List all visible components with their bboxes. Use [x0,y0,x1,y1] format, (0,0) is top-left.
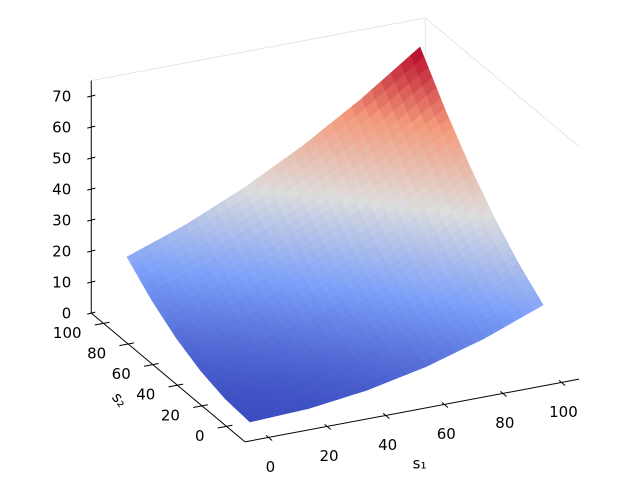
z-tick [87,280,96,284]
z-tick [87,94,96,98]
x-tick [324,424,332,430]
y-tick [217,424,233,429]
x-axis [244,378,580,443]
y-tick-label: 60 [112,365,131,383]
y-tick [143,363,159,367]
y-tick-label: 80 [87,345,106,363]
z-tick [87,218,96,222]
x-tick-label: 20 [320,447,339,465]
x-tick-label: 80 [495,414,514,432]
z-tick-label: 30 [52,212,71,230]
x-tick [558,380,566,386]
z-tick-label: 40 [52,181,71,199]
z-tick [87,249,96,253]
y-tick [168,383,184,388]
surface-patch [245,415,261,423]
z-tick-label: 10 [52,274,71,292]
x-axis-label: s₁ [413,455,427,473]
x-tick [265,435,273,441]
y-axis [90,312,246,443]
x-tick [500,391,507,397]
y-tick [193,404,208,408]
x-tick-label: 0 [266,458,276,476]
y-tick-label: 20 [161,406,180,424]
z-tick-label: 50 [52,150,71,168]
z-tick [87,156,96,160]
pane-edge [424,17,580,148]
z-tick-label: 0 [62,305,72,323]
z-tick-label: 70 [52,88,71,106]
x-tick [382,413,390,419]
y-tick [94,321,110,326]
x-tick-label: 60 [437,425,456,443]
y-tick-label: 0 [195,427,205,445]
x-tick-label: 40 [378,436,397,454]
pane-edge [91,17,426,82]
z-tick-label: 60 [52,119,71,137]
y-tick-label: 100 [53,324,82,342]
y-axis-label: s₂ [108,389,131,411]
y-tick-label: 40 [136,386,155,404]
x-tick-label: 100 [549,403,578,421]
z-tick [87,311,96,315]
x-tick [441,402,449,408]
y-tick [119,342,135,347]
z-tick [87,125,96,129]
z-tick-label: 20 [52,243,71,261]
z-tick [87,187,96,191]
